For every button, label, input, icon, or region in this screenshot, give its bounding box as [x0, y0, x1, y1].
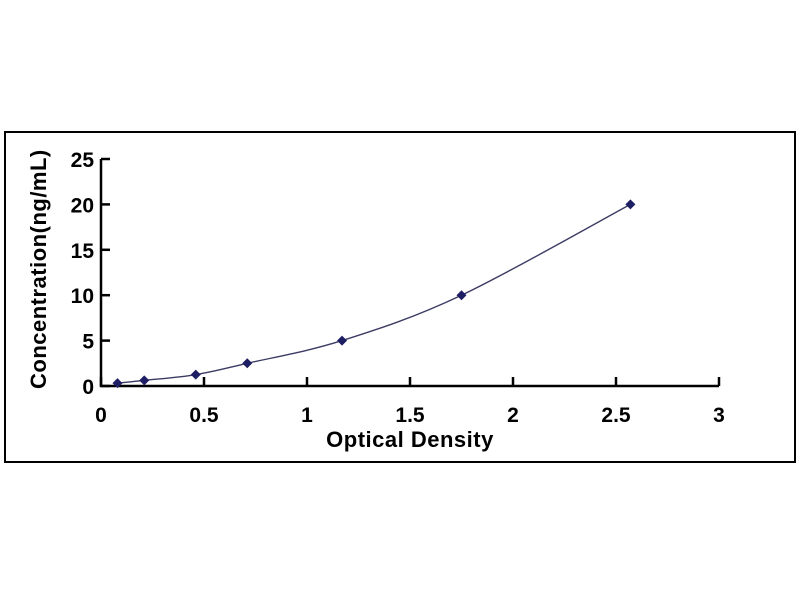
chart-frame — [4, 131, 796, 463]
x-tick-label: 1.5 — [395, 404, 425, 427]
x-tick-label: 1 — [301, 404, 313, 427]
x-tick-label: 0.5 — [189, 404, 219, 427]
data-point-marker — [242, 358, 253, 369]
curve-line — [117, 203, 631, 384]
x-tick-label: 2 — [507, 404, 519, 427]
y-tick-label: 20 — [71, 194, 94, 217]
y-tick-label: 5 — [82, 331, 94, 354]
data-point-marker — [456, 290, 467, 301]
data-point-marker — [625, 199, 636, 210]
y-tick-label: 10 — [71, 285, 94, 308]
x-tick-label: 2.5 — [601, 404, 631, 427]
data-point-marker — [139, 375, 150, 386]
y-tick-label: 0 — [82, 376, 94, 399]
data-point-marker — [337, 335, 348, 346]
x-tick-label: 0 — [95, 404, 107, 427]
axis-line — [99, 159, 719, 388]
y-tick-label: 15 — [71, 240, 95, 263]
x-tick-label: 3 — [713, 404, 725, 427]
y-tick-label: 25 — [71, 149, 95, 172]
x-axis-title: Optical Density — [326, 427, 494, 452]
data-point-marker — [190, 369, 201, 380]
data-point-marker — [112, 378, 123, 389]
y-axis-title: Concentration(ng/mL) — [26, 149, 51, 389]
